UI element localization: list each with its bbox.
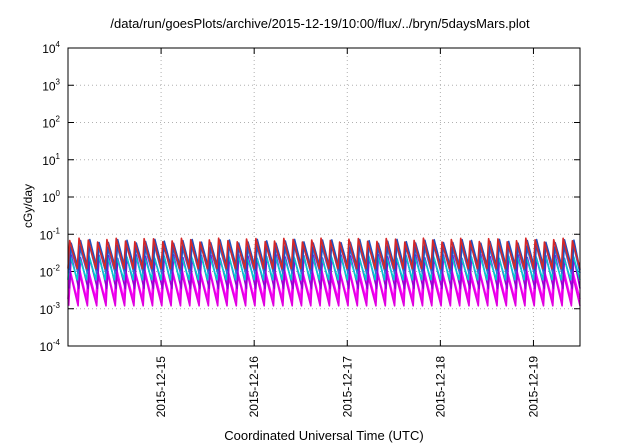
y-tick-label: 101 xyxy=(42,152,60,168)
y-tick-label: 10-3 xyxy=(40,301,61,317)
x-tick-label: 2015-12-17 xyxy=(340,356,354,418)
y-tick-label: 102 xyxy=(42,115,60,131)
x-tick-label: 2015-12-18 xyxy=(433,356,447,418)
series-line xyxy=(67,237,581,270)
series-line xyxy=(68,238,581,271)
y-tick-label: 100 xyxy=(42,189,60,205)
plot-border xyxy=(67,47,581,347)
x-tick-label: 2015-12-19 xyxy=(526,356,540,418)
x-tick-label: 2015-12-15 xyxy=(154,356,168,418)
y-tick-label: 103 xyxy=(42,77,60,93)
x-tick-label: 2015-12-16 xyxy=(247,356,261,418)
y-tick-label: 10-1 xyxy=(40,226,61,242)
y-tick-label: 10-4 xyxy=(40,338,61,354)
x-axis-label: Coordinated Universal Time (UTC) xyxy=(224,428,424,443)
chart-title: /data/run/goesPlots/archive/2015-12-19/1… xyxy=(110,16,530,31)
y-tick-label: 104 xyxy=(42,40,60,56)
y-tick-label: 10-2 xyxy=(40,264,61,280)
